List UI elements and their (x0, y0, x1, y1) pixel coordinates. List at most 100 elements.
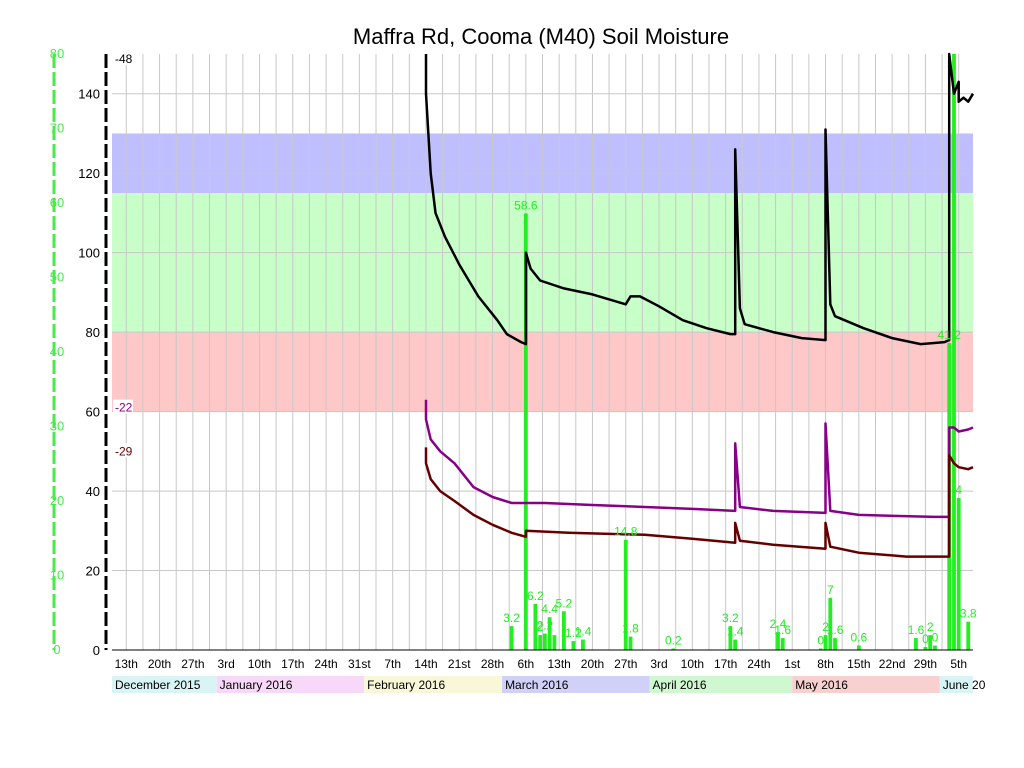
rainfall-axis-tick-label: 40 (50, 344, 64, 359)
month-band-segment (502, 676, 650, 693)
x-tick-label: 13th (547, 657, 570, 671)
rainfall-value-label: 2.4 (770, 617, 787, 631)
rainfall-bar (933, 645, 937, 650)
x-tick-label: 20th (148, 657, 171, 671)
rainfall-bar (966, 621, 971, 650)
month-band-segment (364, 676, 503, 693)
rainfall-value-label: 0 (817, 634, 824, 648)
rainfall-bar (523, 213, 528, 650)
rainfall-bar (562, 611, 566, 650)
rainfall-axis-tick-label: 70 (50, 121, 64, 136)
month-label: May 2016 (795, 678, 848, 692)
rainfall-bar (952, 54, 956, 650)
rainfall-value-label: 1.8 (622, 622, 639, 636)
month-label: January 2016 (220, 678, 293, 692)
rainfall-bar (628, 636, 633, 650)
grid-lines (112, 54, 973, 650)
rainfall-value-label: 7 (827, 583, 834, 597)
series-end-label: -22 (115, 401, 133, 415)
rainfall-value-label: 41.2 (938, 328, 962, 342)
x-tick-label: 15th (847, 657, 870, 671)
rainfall-value-label: 2 (927, 620, 934, 634)
x-tick-label: 3rd (217, 657, 234, 671)
series-end-labels: -48 -22 -29 (113, 51, 133, 458)
x-tick-label: 24th (314, 657, 337, 671)
rainfall-axis-tick-label: 80 (50, 46, 64, 61)
rainfall-value-label: 1.2 (565, 626, 582, 640)
rainfall-value-label: 58.6 (514, 198, 538, 212)
rainfall-axis-tick-label: 0 (53, 642, 60, 657)
rainfall-bar (776, 632, 780, 650)
x-tick-label: 22nd (879, 657, 906, 671)
moisture-axis-tick-label: 120 (78, 166, 100, 181)
rainfall-value-label: 1.6 (908, 623, 925, 637)
rainfall-value-label: 1.6 (827, 623, 844, 637)
rainfall-axis-tick-label: 50 (50, 270, 64, 285)
x-tick-label: 27th (614, 657, 637, 671)
rainfall-value-label: 3.2 (722, 611, 739, 625)
rainfall-labels: 3.258.66.222.24.45.21.21.414.81.80.23.21… (503, 198, 977, 647)
rainfall-value-label: 0 (922, 632, 929, 646)
rainfall-bar (733, 639, 738, 650)
x-tick-label: 27th (181, 657, 204, 671)
rainfall-axis-tick-label: 20 (50, 493, 64, 508)
rainfall-value-label: 0 (932, 631, 939, 645)
rainfall-bar (828, 597, 833, 650)
end-label-background (113, 51, 133, 65)
x-tick-label: 17th (281, 657, 304, 671)
month-label: February 2016 (367, 678, 445, 692)
x-tick-label: 10th (681, 657, 704, 671)
rainfall-bar (671, 648, 676, 650)
rainfall-value-label: 4.4 (541, 602, 558, 616)
x-tick-label: 8th (817, 657, 834, 671)
moisture-axis-tick-label: 140 (78, 87, 100, 102)
rainfall-value-label: 14.8 (614, 525, 638, 539)
rainfall-bar (833, 638, 837, 650)
rainfall-axis-tick-label: 30 (50, 419, 64, 434)
month-label: March 2016 (505, 678, 569, 692)
x-tick-label: 21st (448, 657, 471, 671)
moisture-series-line (424, 447, 974, 558)
rainfall-bar (547, 617, 552, 650)
rainfall-value-label: 6.2 (527, 589, 544, 603)
rainfall-bar (823, 635, 828, 650)
month-band-segment (216, 676, 365, 693)
rainfall-value-label: 3.2 (503, 611, 520, 625)
rainfall-value-label: 0.2 (665, 634, 682, 648)
month-label: December 2015 (115, 678, 201, 692)
x-tick-label: 24th (747, 657, 770, 671)
month-band: December 2015 January 2016 February 2016 Ma… (112, 676, 986, 693)
series-end-label: -48 (115, 52, 133, 66)
moisture-axis-tick-label: 80 (86, 325, 100, 340)
rainfall-bar (928, 635, 933, 650)
x-tick-label: 10th (248, 657, 271, 671)
moisture-axis-tick-label: 60 (86, 405, 100, 420)
chart-title: Maffra Rd, Cooma (M40) Soil Moisture (353, 24, 729, 49)
rainfall-bar (914, 638, 918, 650)
moisture-axis-tick-label: 40 (86, 484, 100, 499)
rainfall-axis-tick-label: 60 (50, 195, 64, 210)
rainfall-bar (542, 633, 547, 650)
rainfall-bar (780, 638, 785, 650)
x-tick-label: 14th (414, 657, 437, 671)
moisture-axis-tick-label: 20 (86, 564, 100, 579)
rainfall-bar (623, 539, 628, 650)
x-tick-label: 3rd (650, 657, 667, 671)
month-band-segment (939, 676, 973, 693)
series-end-label: -29 (115, 444, 133, 458)
x-tick-label: 31st (348, 657, 371, 671)
rainfall-bar (856, 645, 861, 650)
month-label: June 20 (943, 678, 986, 692)
rainfall-bar (923, 647, 928, 650)
end-label-background (113, 399, 133, 414)
rainfall-bar (581, 639, 585, 650)
rainfall-value-label: 1.4 (727, 625, 744, 639)
moisture-lines (424, 52, 975, 558)
rainfall-bar (818, 648, 823, 650)
x-tick-label: 13th (115, 657, 138, 671)
rainfall-value-label: 1.6 (774, 623, 791, 637)
x-tick-label: 17th (714, 657, 737, 671)
x-tick-label: 7th (384, 657, 401, 671)
